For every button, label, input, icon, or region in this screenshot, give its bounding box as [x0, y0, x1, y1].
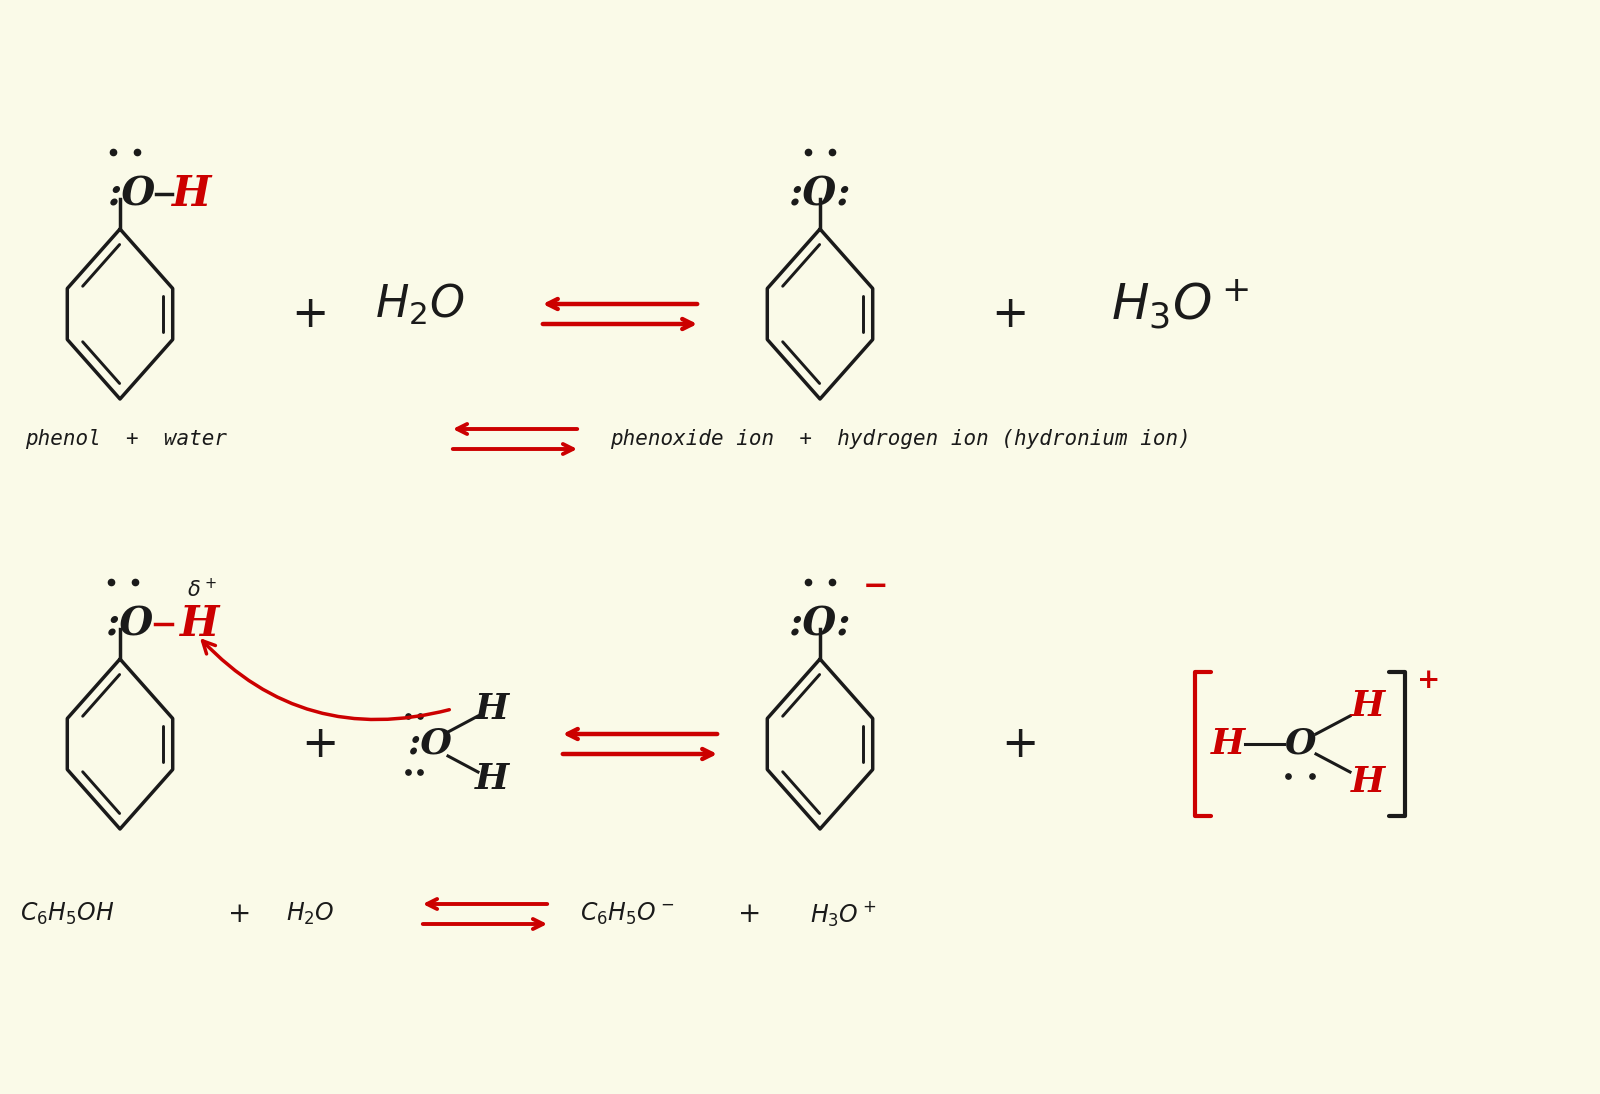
Text: :O:: :O:	[789, 605, 851, 643]
Text: :O: :O	[106, 605, 154, 643]
Text: H: H	[475, 693, 509, 726]
Text: H: H	[1211, 728, 1245, 761]
Text: +: +	[992, 292, 1029, 336]
Text: +: +	[1002, 722, 1038, 766]
FancyArrowPatch shape	[203, 641, 450, 720]
Text: +: +	[291, 292, 328, 336]
Text: +: +	[229, 900, 251, 928]
Text: $\mathit{H_3O^+}$: $\mathit{H_3O^+}$	[1110, 277, 1250, 330]
Text: H: H	[181, 603, 219, 645]
Text: :O: :O	[107, 175, 157, 213]
Text: $\mathit{C_6H_5O^-}$: $\mathit{C_6H_5O^-}$	[579, 900, 674, 927]
Text: $\mathit{H_2O}$: $\mathit{H_2O}$	[374, 281, 466, 327]
Text: $\mathit{H_3O^+}$: $\mathit{H_3O^+}$	[810, 899, 877, 929]
Text: H: H	[475, 763, 509, 796]
Text: $\mathit{H_2O}$: $\mathit{H_2O}$	[286, 900, 334, 927]
Text: phenol  +  water: phenol + water	[26, 429, 227, 449]
Text: $\mathit{C_6H_5OH}$: $\mathit{C_6H_5OH}$	[19, 900, 115, 927]
Text: −: −	[862, 570, 888, 602]
Text: H: H	[1350, 765, 1386, 799]
Text: :O:: :O:	[789, 175, 851, 213]
Text: :O: :O	[408, 728, 453, 761]
Text: +: +	[738, 900, 762, 928]
Text: phenoxide ion  +  hydrogen ion (hydronium ion): phenoxide ion + hydrogen ion (hydronium …	[610, 429, 1190, 449]
Text: H: H	[1350, 689, 1386, 723]
Text: H: H	[173, 173, 211, 216]
Text: O: O	[1285, 728, 1315, 761]
Text: +: +	[301, 722, 339, 766]
Text: $\mathit{\delta^+}$: $\mathit{\delta^+}$	[187, 578, 218, 601]
Text: +: +	[1418, 667, 1440, 694]
